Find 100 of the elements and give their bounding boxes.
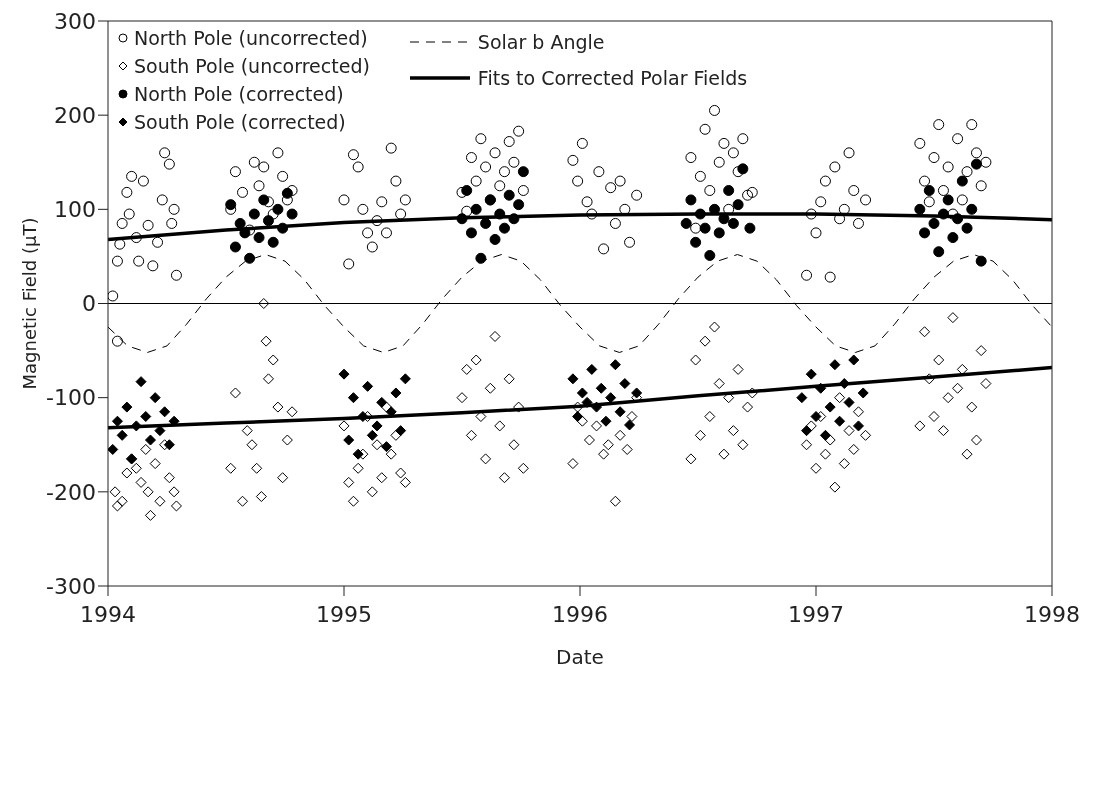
point — [149, 392, 161, 404]
point — [234, 217, 246, 229]
legend-label: North Pole (corrected) — [134, 83, 344, 105]
point — [631, 387, 643, 399]
legend-label: North Pole (uncorrected) — [134, 27, 368, 49]
point — [399, 373, 411, 385]
point — [272, 203, 284, 215]
point — [343, 434, 355, 446]
point — [338, 368, 350, 380]
point — [843, 396, 855, 408]
point — [942, 194, 954, 206]
point — [810, 411, 822, 422]
x-tick-label: 1997 — [788, 601, 844, 627]
point — [498, 222, 510, 234]
point — [624, 419, 636, 431]
point — [277, 222, 289, 234]
point — [116, 429, 128, 441]
point — [111, 415, 123, 427]
point — [503, 189, 515, 201]
point — [281, 187, 293, 199]
point — [919, 227, 931, 239]
point — [465, 227, 477, 239]
point — [225, 199, 237, 211]
point — [600, 415, 612, 427]
point — [572, 411, 584, 422]
point — [852, 420, 864, 432]
point — [366, 429, 378, 441]
point — [956, 175, 968, 187]
point — [694, 208, 706, 220]
point — [130, 420, 142, 432]
point — [914, 203, 926, 215]
point — [576, 387, 588, 399]
point — [352, 448, 364, 460]
point — [470, 203, 482, 215]
point — [140, 411, 152, 422]
point — [829, 359, 841, 371]
point — [737, 163, 749, 175]
point — [135, 376, 147, 388]
y-tick-label: 300 — [54, 8, 96, 34]
point — [244, 252, 256, 264]
point — [805, 368, 817, 380]
x-tick-label: 1998 — [1024, 601, 1080, 627]
point — [727, 217, 739, 229]
point — [834, 415, 846, 427]
point — [581, 396, 593, 408]
x-tick-label: 1994 — [80, 601, 136, 627]
point — [371, 420, 383, 432]
point — [975, 255, 987, 267]
point — [461, 185, 473, 196]
point — [723, 185, 735, 196]
point — [952, 213, 964, 225]
y-tick-label: -300 — [46, 573, 96, 599]
point — [144, 434, 156, 446]
point — [928, 217, 940, 229]
point — [286, 208, 298, 220]
point — [857, 387, 869, 399]
point — [253, 232, 265, 244]
point — [848, 354, 860, 366]
point — [685, 194, 697, 206]
y-tick-label: -200 — [46, 479, 96, 505]
y-tick-label: 200 — [54, 102, 96, 128]
point — [933, 246, 945, 258]
x-tick-label: 1995 — [316, 601, 372, 627]
point — [362, 380, 374, 392]
y-tick-label: 100 — [54, 197, 96, 223]
legend-label: South Pole (corrected) — [134, 111, 346, 133]
point — [475, 252, 487, 264]
point — [489, 233, 501, 245]
point — [713, 227, 725, 239]
point — [947, 232, 959, 244]
point — [262, 215, 274, 227]
point — [159, 406, 171, 418]
point — [961, 222, 973, 234]
point — [937, 208, 949, 220]
point — [614, 406, 626, 418]
point — [591, 401, 603, 413]
point — [248, 208, 260, 220]
y-tick-label: 0 — [82, 291, 96, 317]
point — [732, 199, 744, 211]
point — [258, 194, 270, 206]
point — [819, 429, 831, 441]
y-tick-label: -100 — [46, 385, 96, 411]
point — [121, 401, 133, 413]
point — [619, 378, 631, 390]
point — [744, 222, 756, 234]
point — [395, 425, 407, 437]
point — [108, 443, 119, 455]
point — [567, 373, 579, 385]
point — [609, 359, 621, 371]
point — [347, 392, 359, 404]
legend-label: Solar b Angle — [477, 31, 605, 53]
point — [508, 213, 520, 225]
point — [513, 199, 525, 211]
point — [163, 439, 175, 451]
point — [390, 387, 402, 399]
point — [380, 441, 392, 453]
point — [376, 396, 388, 408]
x-tick-label: 1996 — [552, 601, 608, 627]
x-axis-title: Date — [556, 645, 604, 669]
point — [168, 415, 180, 427]
